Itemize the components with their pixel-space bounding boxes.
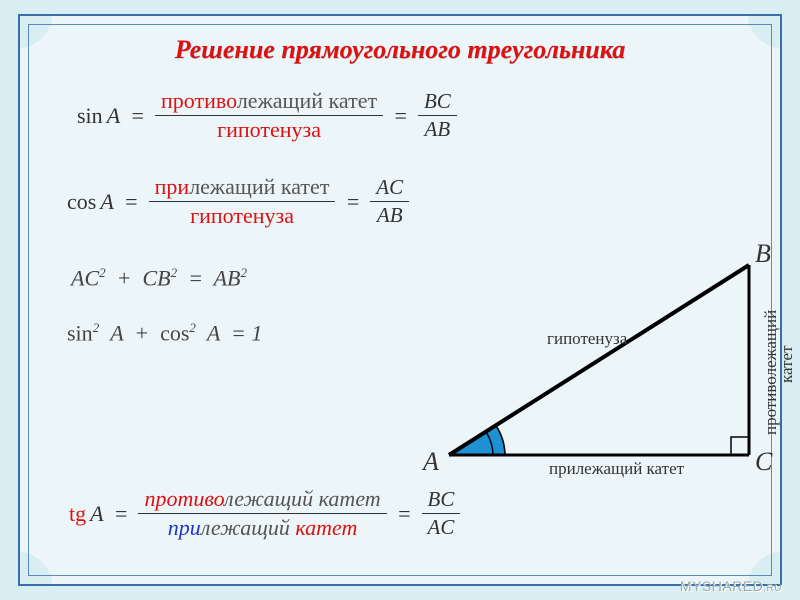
fraction-denominator: гипотенуза: [211, 116, 327, 144]
ratio-denominator: AB: [371, 202, 409, 229]
equals-sign: =: [126, 103, 149, 129]
triangle-diagram: A B C гипотенуза прилежащий катет против…: [429, 255, 779, 475]
ratio-denominator: AC: [422, 514, 461, 541]
vertex-c-label: C: [755, 447, 772, 477]
func-arg: A: [90, 501, 103, 527]
formula-tg: tg A = противолежащий катет прилежащий к…: [69, 485, 460, 543]
fraction-numerator: прилежащий катет: [149, 173, 336, 202]
equals-sign: =: [341, 189, 364, 215]
func-label: tg: [69, 501, 86, 527]
equals-sign: =: [110, 501, 133, 527]
fraction-ratio: AC AB: [370, 174, 409, 229]
ratio-denominator: AB: [419, 116, 457, 143]
side-hypotenuse: [449, 265, 749, 455]
ratio-numerator: BC: [422, 486, 461, 514]
fraction-words: противолежащий катет прилежащий катет: [138, 485, 386, 543]
opposite-label-2: катет: [777, 345, 797, 383]
ratio-numerator: AC: [370, 174, 409, 202]
fraction-numerator: противолежащий катет: [138, 485, 386, 514]
ratio-numerator: BC: [418, 88, 457, 116]
fraction-denominator: гипотенуза: [184, 202, 300, 230]
slide-title: Решение прямоугольного треугольника: [29, 35, 771, 65]
formula-sin: sin A = противолежащий катет гипотенуза …: [77, 87, 457, 145]
fraction-ratio: BC AC: [422, 486, 461, 541]
func-arg: A: [100, 189, 113, 215]
equals-sign: =: [120, 189, 143, 215]
fraction-numerator: противолежащий катет: [155, 87, 383, 116]
fraction-denominator: прилежащий катет: [162, 514, 364, 542]
watermark: MYSHARED.RU: [680, 578, 782, 594]
func-arg: A: [107, 103, 120, 129]
func-label: cos: [67, 189, 96, 215]
inner-frame: Решение прямоугольного треугольника sin …: [28, 24, 772, 576]
formula-cos: cos A = прилежащий катет гипотенуза = AC…: [67, 173, 409, 231]
slide-frame: Решение прямоугольного треугольника sin …: [18, 14, 782, 586]
vertex-b-label: B: [755, 239, 771, 269]
adjacent-label: прилежащий катет: [549, 459, 684, 479]
right-angle-mark: [731, 437, 749, 455]
formula-identity: sin2 A + cos2 A = 1: [67, 320, 262, 346]
fraction-ratio: BC AB: [418, 88, 457, 143]
formula-pythagoras: AC2 + CB2 = AB2: [71, 265, 247, 291]
fraction-words: противолежащий катет гипотенуза: [155, 87, 383, 145]
equals-sign: =: [393, 501, 416, 527]
triangle-svg: [429, 255, 779, 475]
func-label: sin: [77, 103, 103, 129]
vertex-a-label: A: [423, 447, 439, 477]
equals-sign: =: [389, 103, 412, 129]
hypotenuse-label: гипотенуза: [547, 329, 627, 349]
fraction-words: прилежащий катет гипотенуза: [149, 173, 336, 231]
